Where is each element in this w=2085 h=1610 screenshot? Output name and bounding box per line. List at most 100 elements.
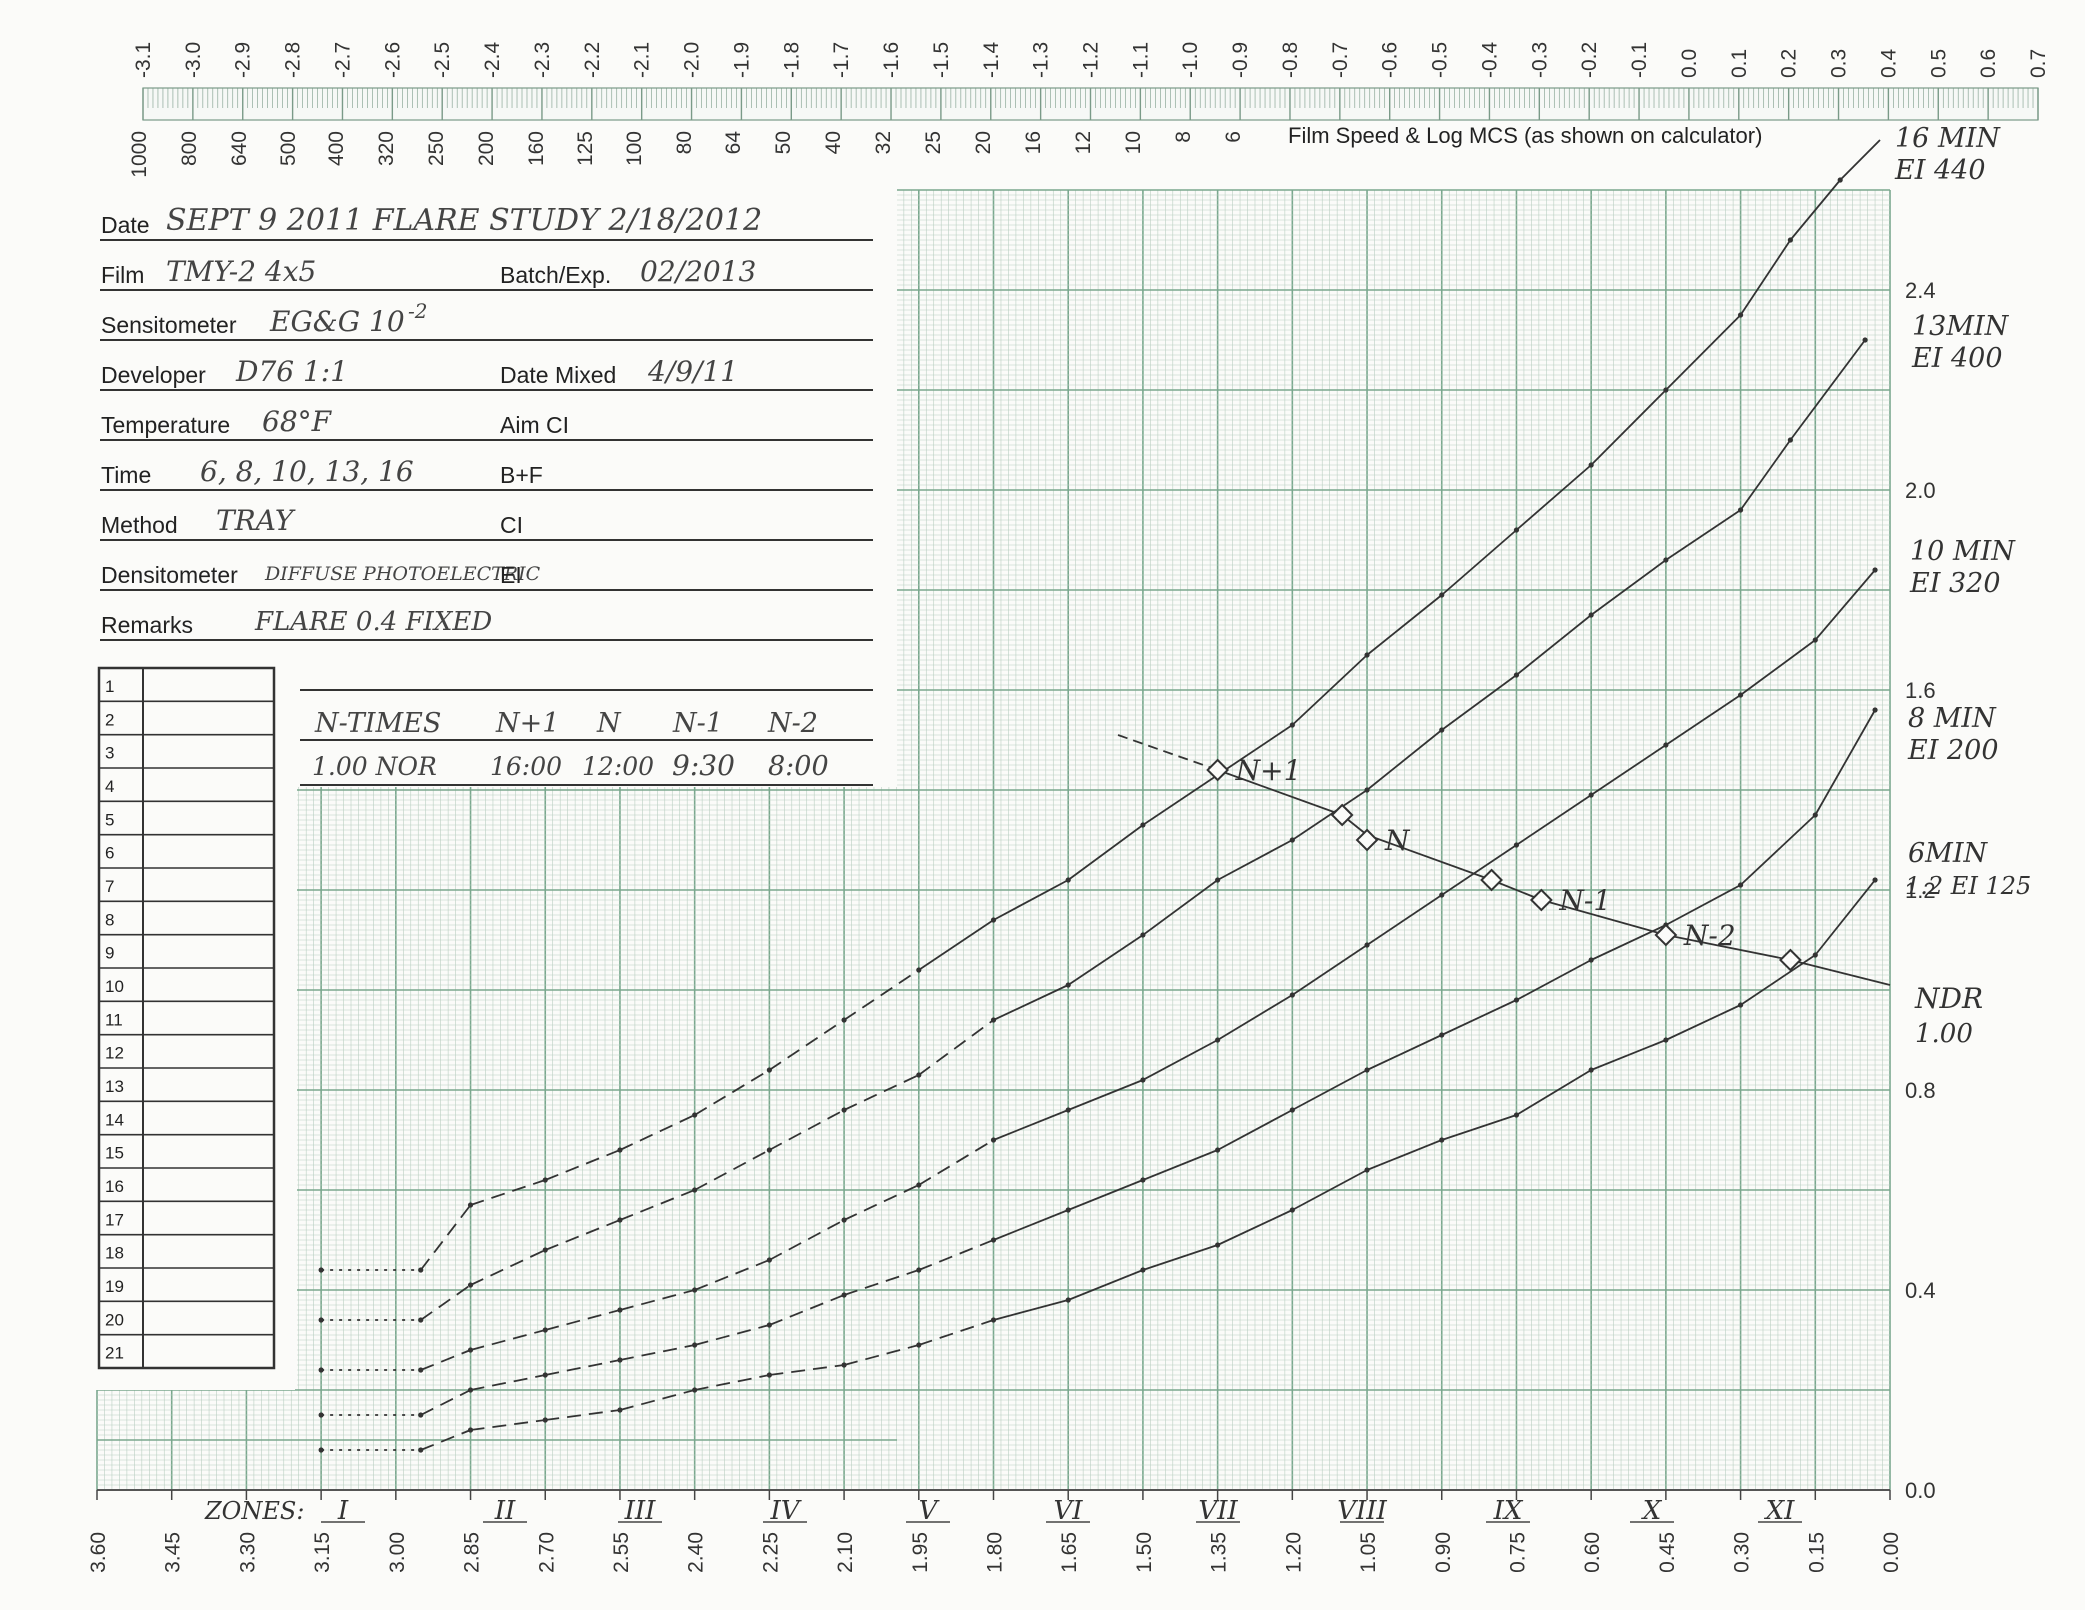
curve-point	[617, 1357, 623, 1363]
curve-segment	[694, 1374, 770, 1391]
temperature-value: 68°F	[262, 405, 333, 438]
x-tick-label: 1.65	[1058, 1532, 1081, 1573]
densitometer-label: Densitometer	[101, 562, 238, 588]
curve-point	[1737, 692, 1744, 698]
ci-label: CI	[500, 512, 523, 538]
film-speed-tick-label: 16	[1022, 131, 1045, 154]
film-label: Film	[101, 262, 144, 288]
n-times-header-3: N-1	[672, 708, 723, 739]
curve-segment	[843, 1269, 920, 1296]
curve-segment	[545, 1309, 621, 1331]
curve-point	[467, 1387, 474, 1393]
x-tick-label: 0.30	[1731, 1532, 1754, 1573]
curve-segment	[769, 1294, 845, 1326]
ndr-diamond-marker	[1480, 868, 1503, 892]
zone-label: VIII	[1337, 1496, 1387, 1526]
curve-point	[467, 1202, 474, 1208]
ndr-diamond-marker	[1355, 828, 1379, 852]
step-number: 5	[105, 810, 114, 829]
curve-segment	[1441, 999, 1517, 1036]
step-number: 9	[105, 944, 114, 963]
log-mcs-tick-label: 0.5	[1927, 49, 1950, 78]
curve-segment	[1740, 639, 1816, 696]
curve-point	[1140, 822, 1146, 828]
remarks-value: FLARE 0.4 FIXED	[254, 607, 492, 637]
curve-segment	[1217, 839, 1293, 881]
curve-point	[1289, 1207, 1295, 1213]
log-mcs-tick-label: 0.7	[2027, 49, 2050, 78]
zone-label: III	[624, 1496, 657, 1526]
curve-point	[1663, 742, 1669, 748]
ndr-segment	[1366, 834, 1492, 881]
ndr-marker-label: N-2	[1683, 919, 1736, 952]
n-times-header-1: N+1	[495, 708, 559, 739]
curve-point	[766, 1322, 772, 1328]
film-speed-tick-label: 8	[1172, 131, 1195, 143]
curve-point	[841, 1362, 847, 1368]
film-speed-tick-label: 32	[872, 131, 895, 154]
curve-point	[1215, 877, 1221, 883]
curve-point	[990, 1137, 997, 1143]
curve-point	[318, 1447, 324, 1453]
curve-segment	[1739, 239, 1792, 316]
curve-point	[1872, 707, 1878, 713]
curve-segment	[1142, 1244, 1218, 1271]
curve-segment	[1515, 794, 1592, 846]
curve-label-ei: EI 200	[1907, 735, 1999, 766]
curve-point	[1140, 932, 1146, 938]
batch-label: Batch/Exp.	[500, 262, 611, 288]
y-tick-label: 1.6	[1905, 678, 1936, 703]
x-tick-label: 3.00	[386, 1532, 409, 1573]
x-axis: 3.60 3.45 3.30 3.15 3.00 2.85 2.70 2.55 2.40 2.25…	[87, 1490, 1903, 1573]
curve-segment	[1739, 814, 1816, 886]
film-speed-tick-label: 64	[722, 131, 745, 155]
curve-segment	[1291, 944, 1368, 996]
form-area-mask-upper	[95, 180, 895, 210]
n-times-header-0: N-TIMES	[314, 708, 441, 739]
curve-segment	[1590, 744, 1667, 796]
curve-segment	[1142, 879, 1219, 936]
x-tick-label: 0.60	[1581, 1532, 1604, 1573]
date-value: SEPT 9 2011 FLARE STUDY 2/18/2012	[166, 203, 762, 238]
sensitometer-label: Sensitometer	[101, 312, 237, 338]
log-mcs-tick-label: 0.3	[1828, 49, 1851, 78]
step-number: 8	[105, 910, 114, 929]
curve-segment	[1515, 464, 1592, 531]
curve-point	[617, 1307, 623, 1313]
curve-point	[318, 1317, 324, 1323]
zone-label: IV	[769, 1496, 801, 1526]
curve-point	[916, 1072, 922, 1078]
curve-point	[916, 1342, 922, 1348]
film-speed-log-mcs-scale: -3.1 -3.0 -2.9 -2.8 -2.7 -2.6 -2.5 -2.4 -2.3 -2.2…	[128, 41, 2050, 177]
film-speed-title: Film Speed & Log MCS (as shown on calcul…	[1288, 123, 1762, 148]
curve-segment	[1291, 1069, 1368, 1111]
zones-row: ZONES: I II III IV V VI VII VIII IX X XI	[204, 1496, 1802, 1526]
x-tick-label: 1.05	[1357, 1532, 1380, 1573]
log-mcs-tick-label: -0.6	[1379, 42, 1402, 78]
curve-segment	[843, 1074, 920, 1111]
curve-point	[1588, 462, 1594, 468]
curve-point	[1588, 792, 1594, 798]
curve-segment	[918, 919, 995, 971]
curve-segment	[993, 1299, 1069, 1321]
curve-point	[916, 1267, 922, 1273]
log-mcs-tick-label: -0.8	[1279, 42, 1302, 78]
curve-segment	[1366, 729, 1443, 791]
log-mcs-tick-label: -2.6	[381, 42, 404, 78]
curve-point	[1663, 387, 1669, 393]
curve-segment	[1590, 389, 1667, 466]
x-tick-label: 2.10	[834, 1532, 857, 1573]
x-tick-label: 0.15	[1805, 1532, 1828, 1573]
curve-segment	[918, 1319, 994, 1346]
x-tick-label: 2.55	[610, 1532, 633, 1573]
curve-point	[617, 1147, 623, 1153]
log-mcs-tick-label: 0.0	[1678, 49, 1701, 78]
film-speed-tick-label: 10	[1122, 131, 1145, 154]
log-mcs-tick-label: -2.4	[481, 41, 504, 78]
curve-segment	[1067, 1079, 1144, 1111]
step-number: 19	[105, 1277, 124, 1296]
curve-segment	[470, 1329, 546, 1351]
step-number: 2	[105, 710, 114, 729]
